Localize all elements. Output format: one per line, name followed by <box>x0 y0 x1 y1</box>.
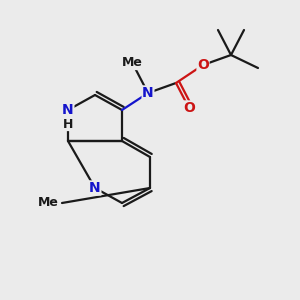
Text: N: N <box>89 181 101 195</box>
Text: O: O <box>183 101 195 115</box>
Text: N: N <box>62 103 74 117</box>
Text: O: O <box>197 58 209 72</box>
Text: N: N <box>142 86 154 100</box>
Text: Me: Me <box>38 196 58 209</box>
Text: Me: Me <box>122 56 142 70</box>
Text: H: H <box>63 118 73 130</box>
